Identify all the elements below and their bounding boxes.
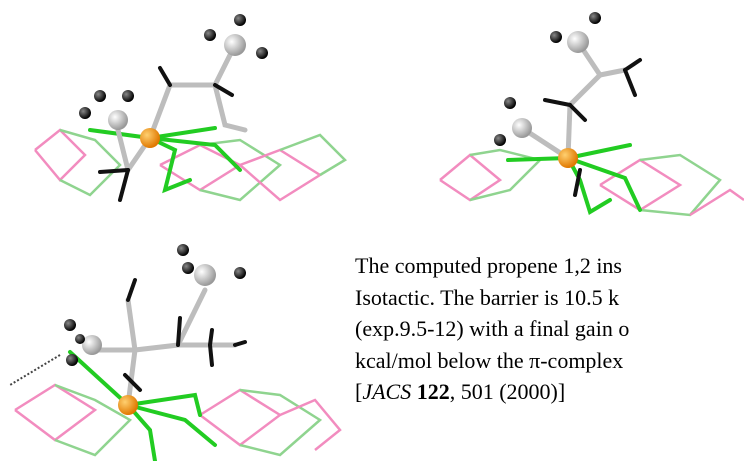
caption-line: Isotactic. The barrier is 10.5 k [355,282,629,314]
structure-2 [440,12,744,215]
citation-rest: , 501 (2000)] [450,379,565,404]
caption-line: (exp.9.5-12) with a final gain o [355,313,629,345]
page: The computed propene 1,2 ins Isotactic. … [0,0,744,461]
caption-line: kcal/mol below the π-complex [355,345,629,377]
caption-line: The computed propene 1,2 ins [355,250,629,282]
citation-volume: 122 [417,379,450,404]
structure-3 [10,244,340,461]
citation: [JACS 122, 501 (2000)] [355,376,629,408]
structure-1 [35,14,345,200]
caption: The computed propene 1,2 ins Isotactic. … [355,250,629,408]
citation-journal: JACS [362,379,411,404]
